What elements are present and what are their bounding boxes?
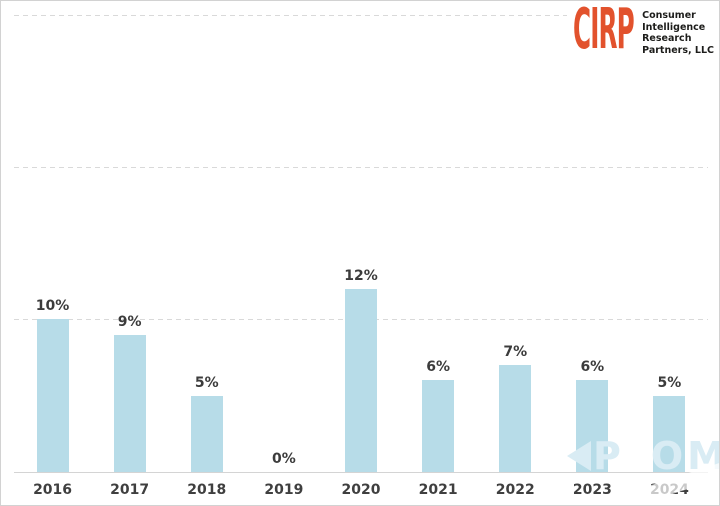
x-axis-line [14, 472, 708, 473]
gridline-20pct [14, 167, 708, 168]
value-label-2016: 10% [35, 298, 70, 314]
axis-label-2024: 2024 [649, 482, 689, 498]
axis-label-2017: 2017 [110, 482, 150, 498]
bar-2017 [113, 335, 146, 472]
value-label-2023: 6% [580, 359, 605, 375]
cirp-logo-acronym: CIRP [573, 0, 635, 62]
value-label-2021: 6% [426, 359, 450, 375]
bar-2023 [576, 380, 609, 472]
bar-2016 [36, 319, 69, 472]
axis-label-2019: 2019 [264, 482, 304, 498]
value-label-2018: 5% [194, 375, 219, 391]
value-label-2017: 9% [117, 314, 142, 330]
logo-line: Partners, LLC [642, 44, 714, 56]
logo-line: Consumer [642, 10, 696, 21]
axis-label-2020: 2020 [341, 482, 381, 498]
bar-2020 [345, 289, 377, 472]
plot-area: 10% 2016 9% 2017 5% 2018 0% 2019 12% 2020 6% 2021 7%… [14, 15, 708, 498]
cirp-logo: CIRP Consumer Intelligence Research Part… [567, 0, 714, 62]
axis-label-2022: 2022 [495, 482, 535, 498]
bar-2024 [653, 396, 686, 472]
bar-2018 [190, 396, 223, 472]
value-label-2024: 5% [657, 375, 682, 391]
gridline-30pct [14, 15, 708, 16]
bar-2021 [422, 380, 455, 472]
axis-label-2023: 2023 [572, 482, 612, 498]
value-label-2020: 12% [344, 268, 378, 284]
axis-label-2016: 2016 [33, 482, 73, 498]
axis-label-2021: 2021 [418, 482, 458, 498]
axis-label-2018: 2018 [187, 482, 227, 498]
value-label-2019: 0% [271, 451, 296, 467]
bar-2022 [499, 365, 532, 472]
cirp-logo-text: Consumer Intelligence Research Partners,… [642, 8, 714, 56]
value-label-2022: 7% [503, 344, 528, 360]
logo-line: Research [642, 33, 692, 44]
logo-line: Intelligence [642, 21, 706, 33]
